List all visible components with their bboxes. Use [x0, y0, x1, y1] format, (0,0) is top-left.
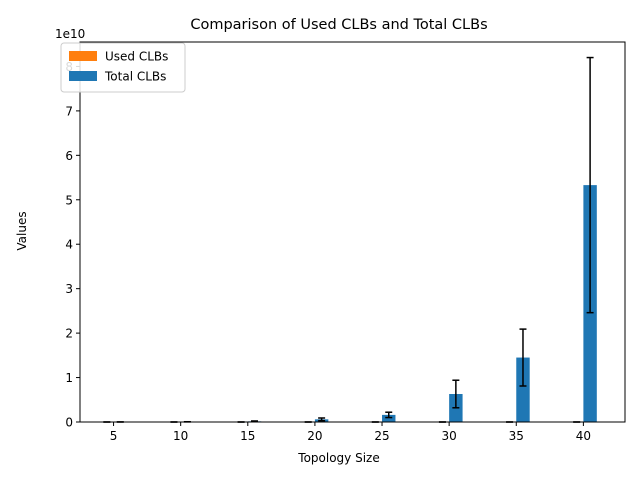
chart-title: Comparison of Used CLBs and Total CLBs: [190, 17, 487, 33]
legend-label-0: Used CLBs: [105, 50, 168, 64]
y-tick-label-4: 4: [65, 238, 73, 252]
legend: Used CLBs Total CLBs: [60, 42, 186, 93]
total-clbs-bar-25: [382, 414, 396, 422]
x-tick-label-20: 20: [307, 429, 322, 443]
legend-label-1: Total CLBs: [104, 70, 166, 84]
y-tick-label-6: 6: [65, 149, 73, 163]
x-tick-label-25: 25: [374, 429, 389, 443]
x-tick-label-5: 5: [110, 429, 118, 443]
y-tick-label-1: 1: [65, 371, 73, 385]
x-tick-label-30: 30: [442, 429, 457, 443]
x-tick-label-15: 15: [240, 429, 255, 443]
y-tick-label-0: 0: [65, 416, 73, 430]
plot-area: 510152025303540012345678: [65, 41, 626, 443]
axes-frame: [79, 41, 626, 423]
x-tick-label-40: 40: [576, 429, 591, 443]
total-clbs-bar-35: [516, 357, 530, 422]
x-axis-label: Topology Size: [297, 451, 379, 465]
y-tick-label-5: 5: [65, 193, 73, 207]
y-tick-label-7: 7: [65, 104, 73, 118]
legend-swatch-1: [69, 71, 97, 81]
y-offset-label: 1e10: [55, 27, 85, 41]
y-tick-label-3: 3: [65, 282, 73, 296]
y-axis-label: Values: [15, 211, 29, 250]
x-tick-label-10: 10: [173, 429, 188, 443]
x-tick-label-35: 35: [509, 429, 524, 443]
y-tick-label-2: 2: [65, 327, 73, 341]
legend-swatch-0: [69, 51, 97, 61]
